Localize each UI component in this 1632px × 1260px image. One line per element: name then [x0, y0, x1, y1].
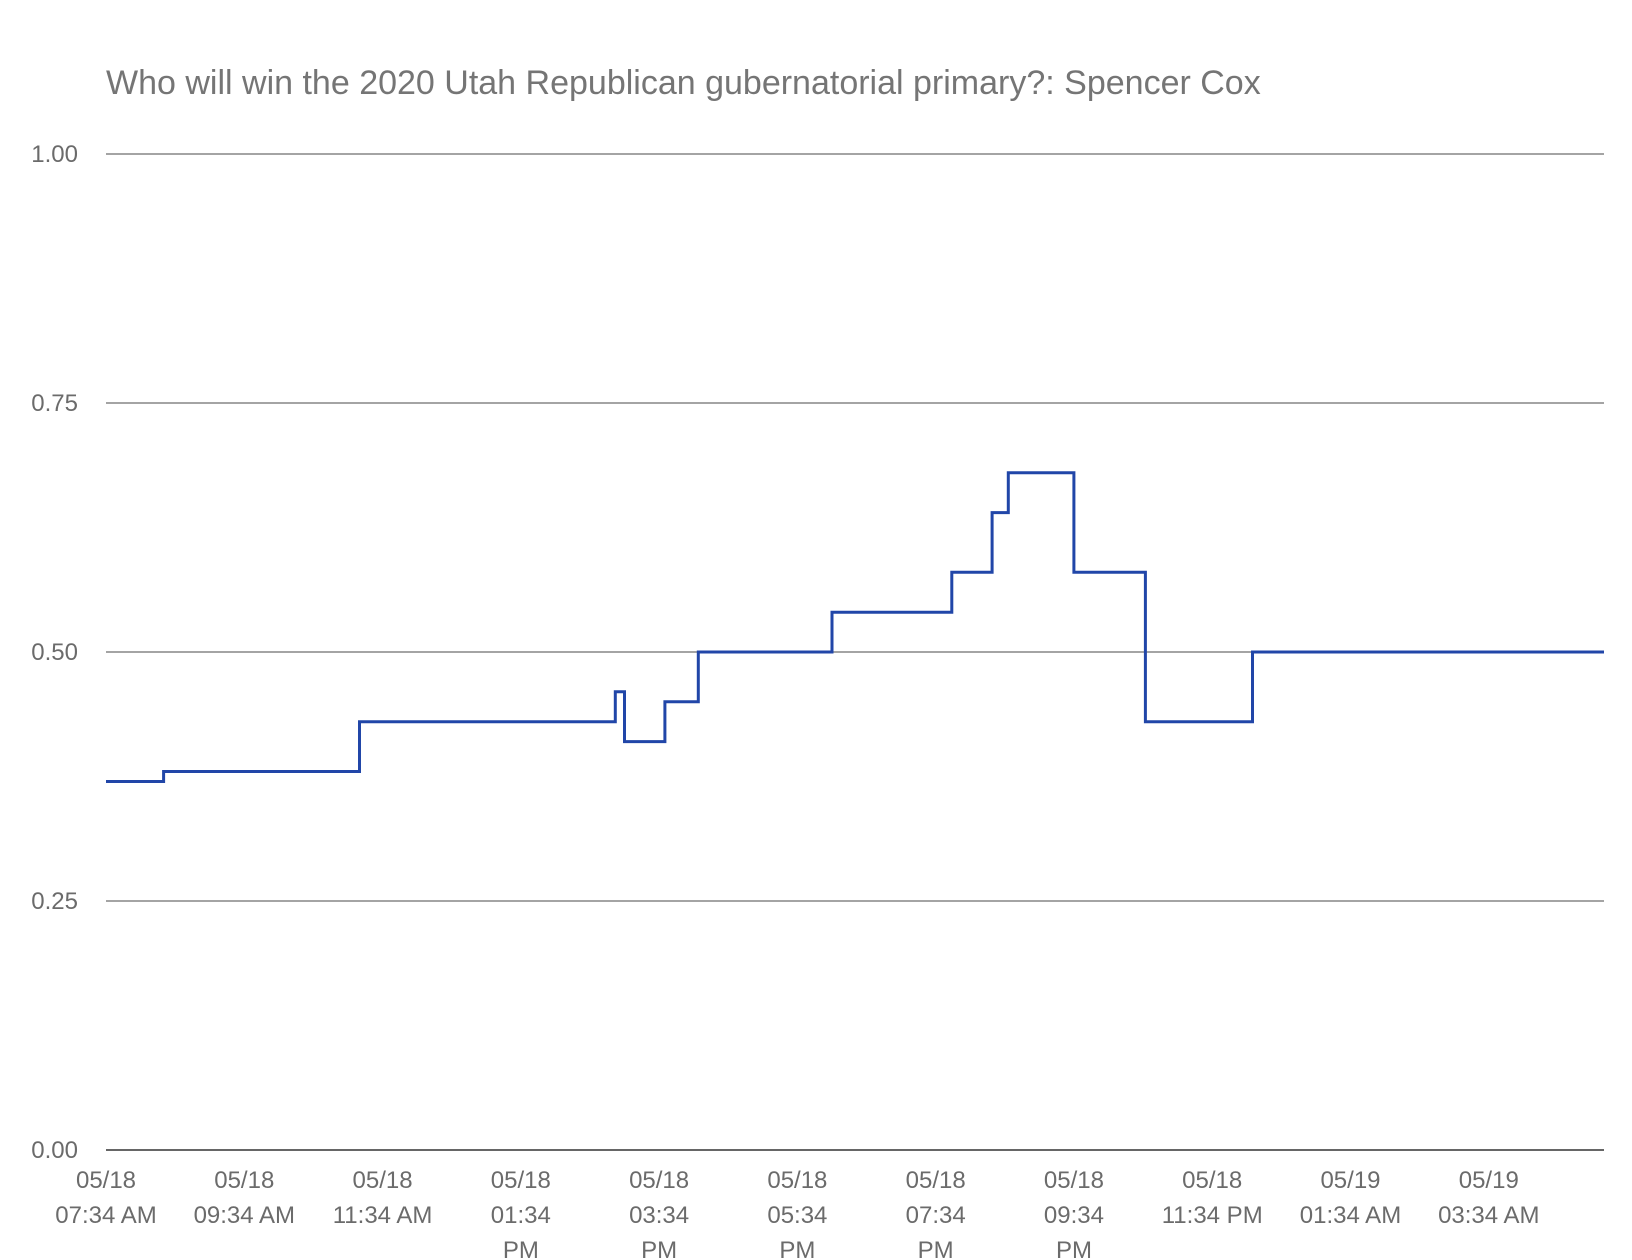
x-tick-label: 05/18 05:34 PM [767, 1167, 827, 1260]
x-tick-label-line: 07:34 [906, 1202, 966, 1229]
x-tick-label: 05/19 01:34 AM [1300, 1167, 1401, 1229]
x-tick-label-line: 05:34 [767, 1202, 827, 1229]
x-tick-label: 05/18 07:34 AM [55, 1167, 156, 1229]
x-tick-label-line: 07:34 AM [55, 1202, 156, 1229]
x-tick-label: 05/18 07:34 PM [906, 1167, 966, 1260]
y-tick-label: 0.75 [31, 390, 78, 417]
x-tick-label: 05/19 03:34 AM [1438, 1167, 1539, 1229]
x-tick-label-line: 05/18 [906, 1167, 966, 1194]
x-tick-label-line: 05/18 [76, 1167, 136, 1194]
x-tick-label-line: PM [641, 1237, 677, 1260]
x-tick-label-line: 05/18 [353, 1167, 413, 1194]
x-tick-label-line: 05/18 [1182, 1167, 1242, 1194]
x-tick-label-line: 09:34 [1044, 1202, 1104, 1229]
series-layer [106, 471, 1604, 783]
grid-layer [106, 153, 1604, 1151]
x-tick-label-line: 05/18 [491, 1167, 551, 1194]
x-tick-label: 05/18 01:34 PM [491, 1167, 551, 1260]
y-tick-label: 1.00 [31, 141, 78, 168]
series-line [106, 471, 1604, 783]
x-tick-label-line: PM [918, 1237, 954, 1260]
x-tick-label-line: 05/19 [1320, 1167, 1380, 1194]
chart-title: Who will win the 2020 Utah Republican gu… [106, 64, 1261, 102]
y-axis-tick-labels: 0.00 0.25 0.50 0.75 1.00 [31, 141, 78, 1164]
y-tick-label: 0.50 [31, 639, 78, 666]
x-tick-label-line: PM [503, 1237, 539, 1260]
x-tick-label: 05/18 11:34 PM [1162, 1167, 1263, 1229]
x-tick-label-line: 09:34 AM [194, 1202, 295, 1229]
x-tick-label-line: 03:34 [629, 1202, 689, 1229]
x-tick-label: 05/18 03:34 PM [629, 1167, 689, 1260]
x-tick-label-line: 03:34 AM [1438, 1202, 1539, 1229]
x-tick-label: 05/18 09:34 AM [194, 1167, 295, 1229]
x-tick-label-line: PM [1056, 1237, 1092, 1260]
x-tick-label-line: 11:34 PM [1162, 1202, 1263, 1229]
x-tick-label-line: 05/18 [1044, 1167, 1104, 1194]
x-tick-label: 05/18 11:34 AM [333, 1167, 433, 1229]
x-tick-label-line: 05/18 [767, 1167, 827, 1194]
x-tick-label-line: 05/19 [1459, 1167, 1519, 1194]
x-tick-label: 05/18 09:34 PM [1044, 1167, 1104, 1260]
x-tick-label-line: 05/18 [629, 1167, 689, 1194]
x-tick-label-line: 01:34 [491, 1202, 551, 1229]
x-tick-label-line: 01:34 AM [1300, 1202, 1401, 1229]
y-tick-label: 0.00 [31, 1137, 78, 1164]
y-tick-label: 0.25 [31, 888, 78, 915]
x-tick-label-line: 05/18 [214, 1167, 274, 1194]
x-tick-label-line: 11:34 AM [333, 1202, 433, 1229]
x-tick-label-line: PM [779, 1237, 815, 1260]
